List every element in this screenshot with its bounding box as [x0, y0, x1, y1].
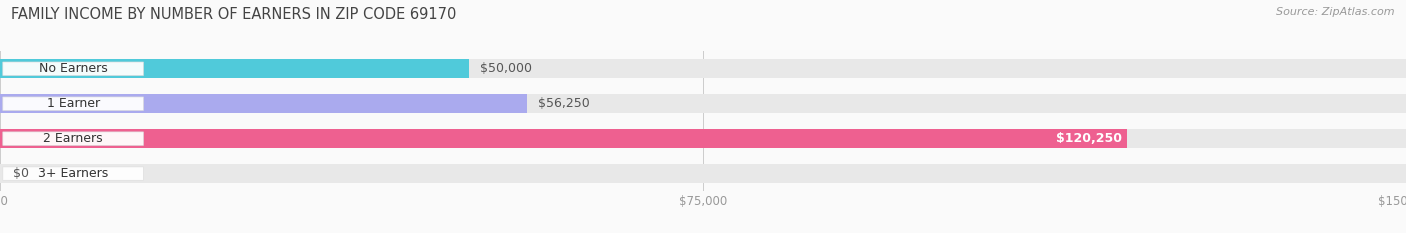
Bar — [0, 129, 1406, 148]
Bar — [0, 59, 468, 78]
Text: 1 Earner: 1 Earner — [46, 97, 100, 110]
Text: Source: ZipAtlas.com: Source: ZipAtlas.com — [1277, 7, 1395, 17]
Text: No Earners: No Earners — [39, 62, 107, 75]
Text: FAMILY INCOME BY NUMBER OF EARNERS IN ZIP CODE 69170: FAMILY INCOME BY NUMBER OF EARNERS IN ZI… — [11, 7, 457, 22]
Text: $56,250: $56,250 — [538, 97, 591, 110]
Bar — [0, 94, 1406, 113]
Bar — [0, 129, 1128, 148]
Text: 3+ Earners: 3+ Earners — [38, 167, 108, 180]
Bar — [0, 164, 1406, 183]
Text: $50,000: $50,000 — [479, 62, 531, 75]
Bar — [0, 59, 1406, 78]
FancyBboxPatch shape — [3, 132, 143, 145]
Text: 2 Earners: 2 Earners — [44, 132, 103, 145]
Text: $0: $0 — [13, 167, 28, 180]
FancyBboxPatch shape — [3, 97, 143, 110]
Bar — [0, 94, 527, 113]
Text: $120,250: $120,250 — [1056, 132, 1122, 145]
FancyBboxPatch shape — [3, 167, 143, 180]
FancyBboxPatch shape — [3, 62, 143, 75]
